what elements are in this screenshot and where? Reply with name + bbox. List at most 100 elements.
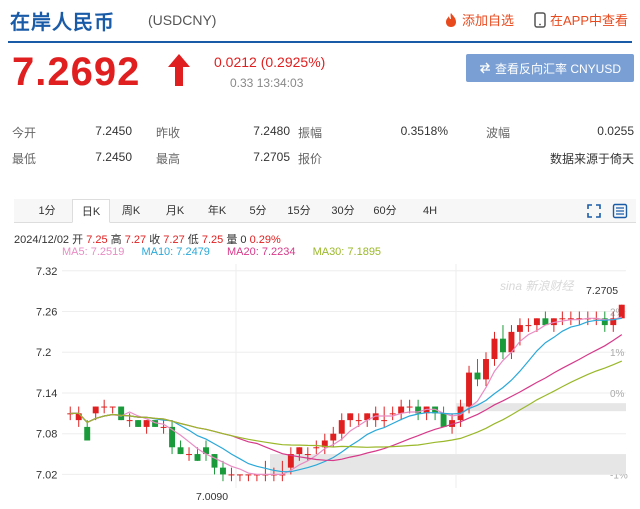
y-tick-label: 7.26 (36, 307, 57, 319)
candle-body (338, 420, 345, 434)
candle-body (177, 447, 184, 455)
swap-icon (479, 62, 490, 74)
ohlc-pct: 0.29% (249, 234, 281, 246)
stat-value: 0.3518% (400, 124, 448, 138)
tab-5min[interactable]: 5分 (249, 205, 267, 217)
candle-body (169, 426, 176, 448)
tab-30min[interactable]: 30分 (331, 205, 355, 217)
candle-body (347, 413, 354, 421)
ma10-label: MA10: 7.2479 (141, 246, 210, 258)
y-tick-right-label: 0% (610, 389, 625, 400)
y-tick-right-label: -1% (610, 470, 628, 481)
candle-body (601, 318, 608, 326)
candle-body (118, 406, 125, 421)
phone-icon (534, 11, 546, 28)
candle-body (160, 426, 167, 428)
stats-row: 今开 7.2450 昨收 7.2480 振幅 0.3518% 波幅 0.0255 (10, 118, 636, 144)
add-favorite-button[interactable]: 添加自选 (444, 10, 514, 29)
header-divider (8, 41, 632, 43)
candle-body (610, 318, 617, 326)
view-in-app-label: 在APP中查看 (550, 13, 629, 28)
high-annotation: 7.2705 (586, 285, 618, 297)
ohlc-vol: 0 (240, 234, 247, 246)
add-favorite-label: 添加自选 (462, 13, 515, 28)
tab-15min[interactable]: 15分 (287, 205, 311, 217)
up-arrow-icon (168, 54, 190, 86)
tab-60min[interactable]: 60分 (373, 205, 397, 217)
price-change: 0.0212 (0.2925%) (214, 54, 326, 70)
watermark: sina 新浪财经 (500, 279, 575, 293)
tab-4h[interactable]: 4H (422, 205, 438, 217)
kline-svg: 7.32 7.26 2% 7.2 1% 7.14 0% 7.08 7.02 -1% sina 新浪… (36, 264, 628, 503)
candle-body (220, 467, 226, 475)
candle-body (364, 413, 371, 421)
ohlc-low-label: 低 (187, 234, 199, 246)
ohlc-high-label: 高 (110, 234, 122, 246)
candle-body (143, 420, 150, 427)
ohlc-close-label: 收 (149, 234, 161, 246)
data-source: 数据来源于倚天 (549, 152, 634, 166)
flame-icon (446, 12, 456, 27)
period-tabs: 1分 日K 周K 月K 年K 5分 15分 30分 60分 4H (14, 199, 636, 223)
stat-label: 最高 (156, 152, 181, 166)
candle-body (559, 318, 566, 320)
candle-body (135, 420, 142, 427)
currency-code: (USDCNY) (148, 12, 217, 28)
candle-body (92, 406, 99, 414)
candle-body (576, 318, 583, 320)
stat-label: 报价 (298, 152, 323, 166)
candle-body (296, 447, 303, 455)
price-range-band (270, 454, 626, 475)
tab-monthly[interactable]: 月K (165, 205, 185, 217)
candle-body (550, 318, 557, 326)
candle-body (228, 474, 235, 476)
ma-legend: MA5: 7.2519 MA10: 7.2479 MA20: 7.2234 MA… (62, 246, 395, 258)
candle-body (126, 420, 133, 422)
candle-body (516, 325, 523, 332)
reverse-rate-button[interactable]: 查看反向汇率 CNYUSD (466, 54, 634, 82)
y-tick-label: 7.02 (36, 469, 57, 481)
stat-value: 7.2480 (253, 124, 290, 138)
stat-label: 最低 (12, 152, 37, 166)
kline-chart[interactable]: 7.32 7.26 2% 7.2 1% 7.14 0% 7.08 7.02 -1% sina 新浪… (0, 258, 640, 509)
candle-body (152, 420, 159, 427)
ma5-line (70, 316, 622, 475)
candle-body (245, 474, 252, 476)
stat-label: 今开 (12, 126, 37, 140)
candle-body (321, 440, 328, 448)
candle-body (533, 318, 540, 326)
candle-body (406, 406, 413, 408)
candle-body (398, 406, 405, 414)
candle-body (483, 359, 489, 380)
candle-body (75, 413, 82, 421)
candle-body (203, 447, 209, 455)
stats-row: 最低 7.2450 最高 7.2705 报价 数据来源于倚天 (10, 144, 636, 170)
y-tick-label: 7.14 (36, 388, 57, 400)
candle-body (372, 413, 379, 421)
settings-icon[interactable] (612, 203, 628, 219)
quote-time: 0.33 13:34:03 (230, 76, 304, 90)
ma5-label: MA5: 7.2519 (62, 246, 125, 258)
header: 在岸人民币 (USDCNY) 添加自选 在APP中查看 (0, 0, 640, 43)
ohlc-high: 7.27 (124, 234, 147, 246)
y-tick-label: 7.2 (36, 347, 51, 359)
candle-body (618, 304, 625, 319)
candle-body (84, 426, 91, 441)
fullscreen-icon[interactable] (586, 203, 602, 219)
page-title: 在岸人民币 (10, 12, 115, 34)
candle-body (466, 372, 472, 407)
stat-value: 7.2450 (95, 150, 132, 164)
tab-yearly[interactable]: 年K (207, 205, 227, 217)
tab-daily[interactable]: 日K (72, 199, 110, 223)
ohlc-readout: 2024/12/02 开 7.25 高 7.27 收 7.27 低 7.25 量… (14, 231, 281, 247)
tab-1min[interactable]: 1分 (38, 205, 56, 217)
ma20-line (70, 334, 623, 462)
candle-body (236, 474, 243, 476)
ohlc-date: 2024/12/02 (14, 234, 70, 246)
low-annotation: 7.0090 (196, 491, 228, 503)
ohlc-vol-label: 量 (226, 234, 238, 246)
tab-weekly[interactable]: 周K (121, 205, 141, 217)
ma30-line (70, 360, 623, 448)
view-in-app-button[interactable]: 在APP中查看 (534, 10, 628, 29)
candle-body (313, 447, 320, 449)
